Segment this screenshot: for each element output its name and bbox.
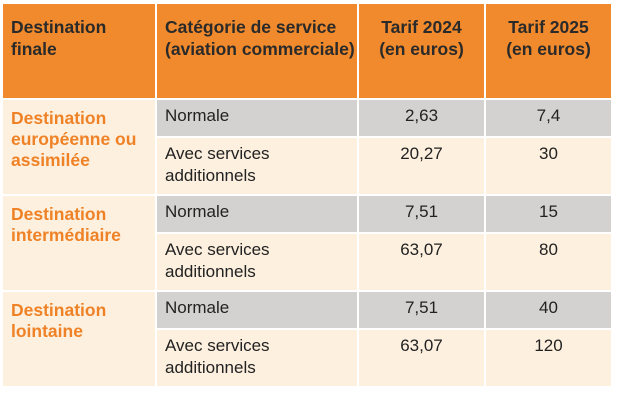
categorie-cell: Avec services additionnels [157, 234, 357, 290]
tarif-2025-cell: 80 [486, 234, 611, 290]
destination-lointaine: Destination lointaine [3, 292, 155, 386]
tarif-2024-cell: 7,51 [359, 196, 484, 232]
tarif-2024-cell: 20,27 [359, 138, 484, 194]
destination-intermediaire: Destination intermédiaire [3, 196, 155, 290]
table-row: Avec services additionnels 63,07 120 [3, 330, 611, 386]
categorie-cell: Avec services additionnels [157, 330, 357, 386]
table-header-row: Destination finale Catégorie de service … [3, 4, 611, 98]
tarif-2025-cell: 30 [486, 138, 611, 194]
tarif-2024-cell: 7,51 [359, 292, 484, 328]
tarif-2025-cell: 15 [486, 196, 611, 232]
table-row: Normale 2,63 7,4 [3, 100, 611, 136]
table-row: Normale 7,51 15 [3, 196, 611, 232]
destination-europeenne: Destination européenne ou assimilée [3, 100, 155, 194]
header-tarif-2025: Tarif 2025 (en euros) [486, 4, 611, 98]
table-row: Avec services additionnels 20,27 30 [3, 138, 611, 194]
tarif-2025-cell: 40 [486, 292, 611, 328]
tarif-2024-cell: 2,63 [359, 100, 484, 136]
tarif-2024-cell: 63,07 [359, 330, 484, 386]
header-tarif-2024: Tarif 2024 (en euros) [359, 4, 484, 98]
header-categorie: Catégorie de service (aviation commercia… [157, 4, 357, 98]
table-row: Avec services additionnels 63,07 80 [3, 234, 611, 290]
tarif-2024-cell: 63,07 [359, 234, 484, 290]
tarif-2025-cell: 120 [486, 330, 611, 386]
table-row: Normale 7,51 40 [3, 292, 611, 328]
categorie-cell: Normale [157, 196, 357, 232]
categorie-cell: Normale [157, 100, 357, 136]
tarif-2025-cell: 7,4 [486, 100, 611, 136]
header-destination: Destination finale [3, 4, 155, 98]
categorie-cell: Avec services additionnels [157, 138, 357, 194]
categorie-cell: Normale [157, 292, 357, 328]
